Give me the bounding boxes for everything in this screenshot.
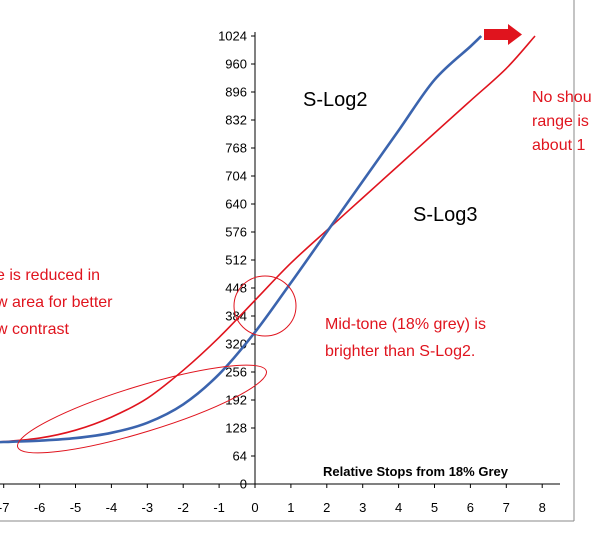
x-tick-label: 8 xyxy=(539,500,546,515)
x-tick-label: 4 xyxy=(395,500,402,515)
series-label-slog2: S-Log2 xyxy=(303,89,368,111)
x-tick-label: -1 xyxy=(213,500,225,515)
arrow-right-icon xyxy=(484,24,522,45)
x-tick-label: 5 xyxy=(431,500,438,515)
annotation-no-shoulder-line-3: about 1 xyxy=(532,137,585,154)
y-tick-label: 512 xyxy=(225,253,247,268)
y-tick-label: 832 xyxy=(225,113,247,128)
annotation-shadow-line-3: w contrast xyxy=(0,321,69,338)
shadow-highlight-ellipse xyxy=(16,364,268,454)
midtone-highlight-ellipse xyxy=(233,275,297,337)
y-tick-label: 256 xyxy=(225,365,247,380)
annotation-no-shoulder-line-1: No shou xyxy=(532,89,592,106)
series-line-slog3 xyxy=(0,35,536,443)
x-tick-label: 6 xyxy=(467,500,474,515)
y-tick-label: 640 xyxy=(225,197,247,212)
annotation-no-shoulder-line-2: range is xyxy=(532,113,589,130)
annotation-no-shoulder: No shou range is about 1 xyxy=(532,89,592,154)
y-tick-label: 768 xyxy=(225,141,247,156)
y-tick-label: 64 xyxy=(233,449,247,464)
x-tick-label: -7 xyxy=(0,500,9,515)
y-tick-label: 192 xyxy=(225,393,247,408)
series-line-slog2 xyxy=(0,35,483,444)
annotation-midtone-line-1: Mid-tone (18% grey) is xyxy=(325,316,486,333)
x-tick-label: -6 xyxy=(34,500,46,515)
y-tick-label: 896 xyxy=(225,85,247,100)
x-axis-title: Relative Stops from 18% Grey xyxy=(323,464,509,479)
y-tick-label: 704 xyxy=(225,169,247,184)
x-tick-label: 3 xyxy=(359,500,366,515)
x-tick-label: -4 xyxy=(106,500,118,515)
annotation-shadow-line-2: w area for better xyxy=(0,294,113,311)
x-tick-label: -2 xyxy=(177,500,189,515)
x-tick-label: 1 xyxy=(287,500,294,515)
y-tick-label: 0 xyxy=(240,477,247,492)
x-tick-label: 0 xyxy=(251,500,258,515)
series-label-slog3: S-Log3 xyxy=(413,204,478,226)
annotation-midtone-line-2: brighter than S-Log2. xyxy=(325,343,475,360)
annotation-midtone: Mid-tone (18% grey) is brighter than S-L… xyxy=(325,316,486,360)
x-tick-label: 7 xyxy=(503,500,510,515)
y-tick-label: 576 xyxy=(225,225,247,240)
y-tick-label: 320 xyxy=(225,337,247,352)
x-tick-label: -5 xyxy=(70,500,82,515)
x-tick-label: -3 xyxy=(142,500,154,515)
y-tick-label: 960 xyxy=(225,57,247,72)
y-tick-label: 1024 xyxy=(218,29,247,44)
annotation-shadow-line-1: e is reduced in xyxy=(0,267,100,284)
annotation-shadow: e is reduced in w area for better w cont… xyxy=(0,267,113,338)
y-tick-label: 128 xyxy=(225,421,247,436)
y-tick-label: 448 xyxy=(225,281,247,296)
x-tick-label: 2 xyxy=(323,500,330,515)
